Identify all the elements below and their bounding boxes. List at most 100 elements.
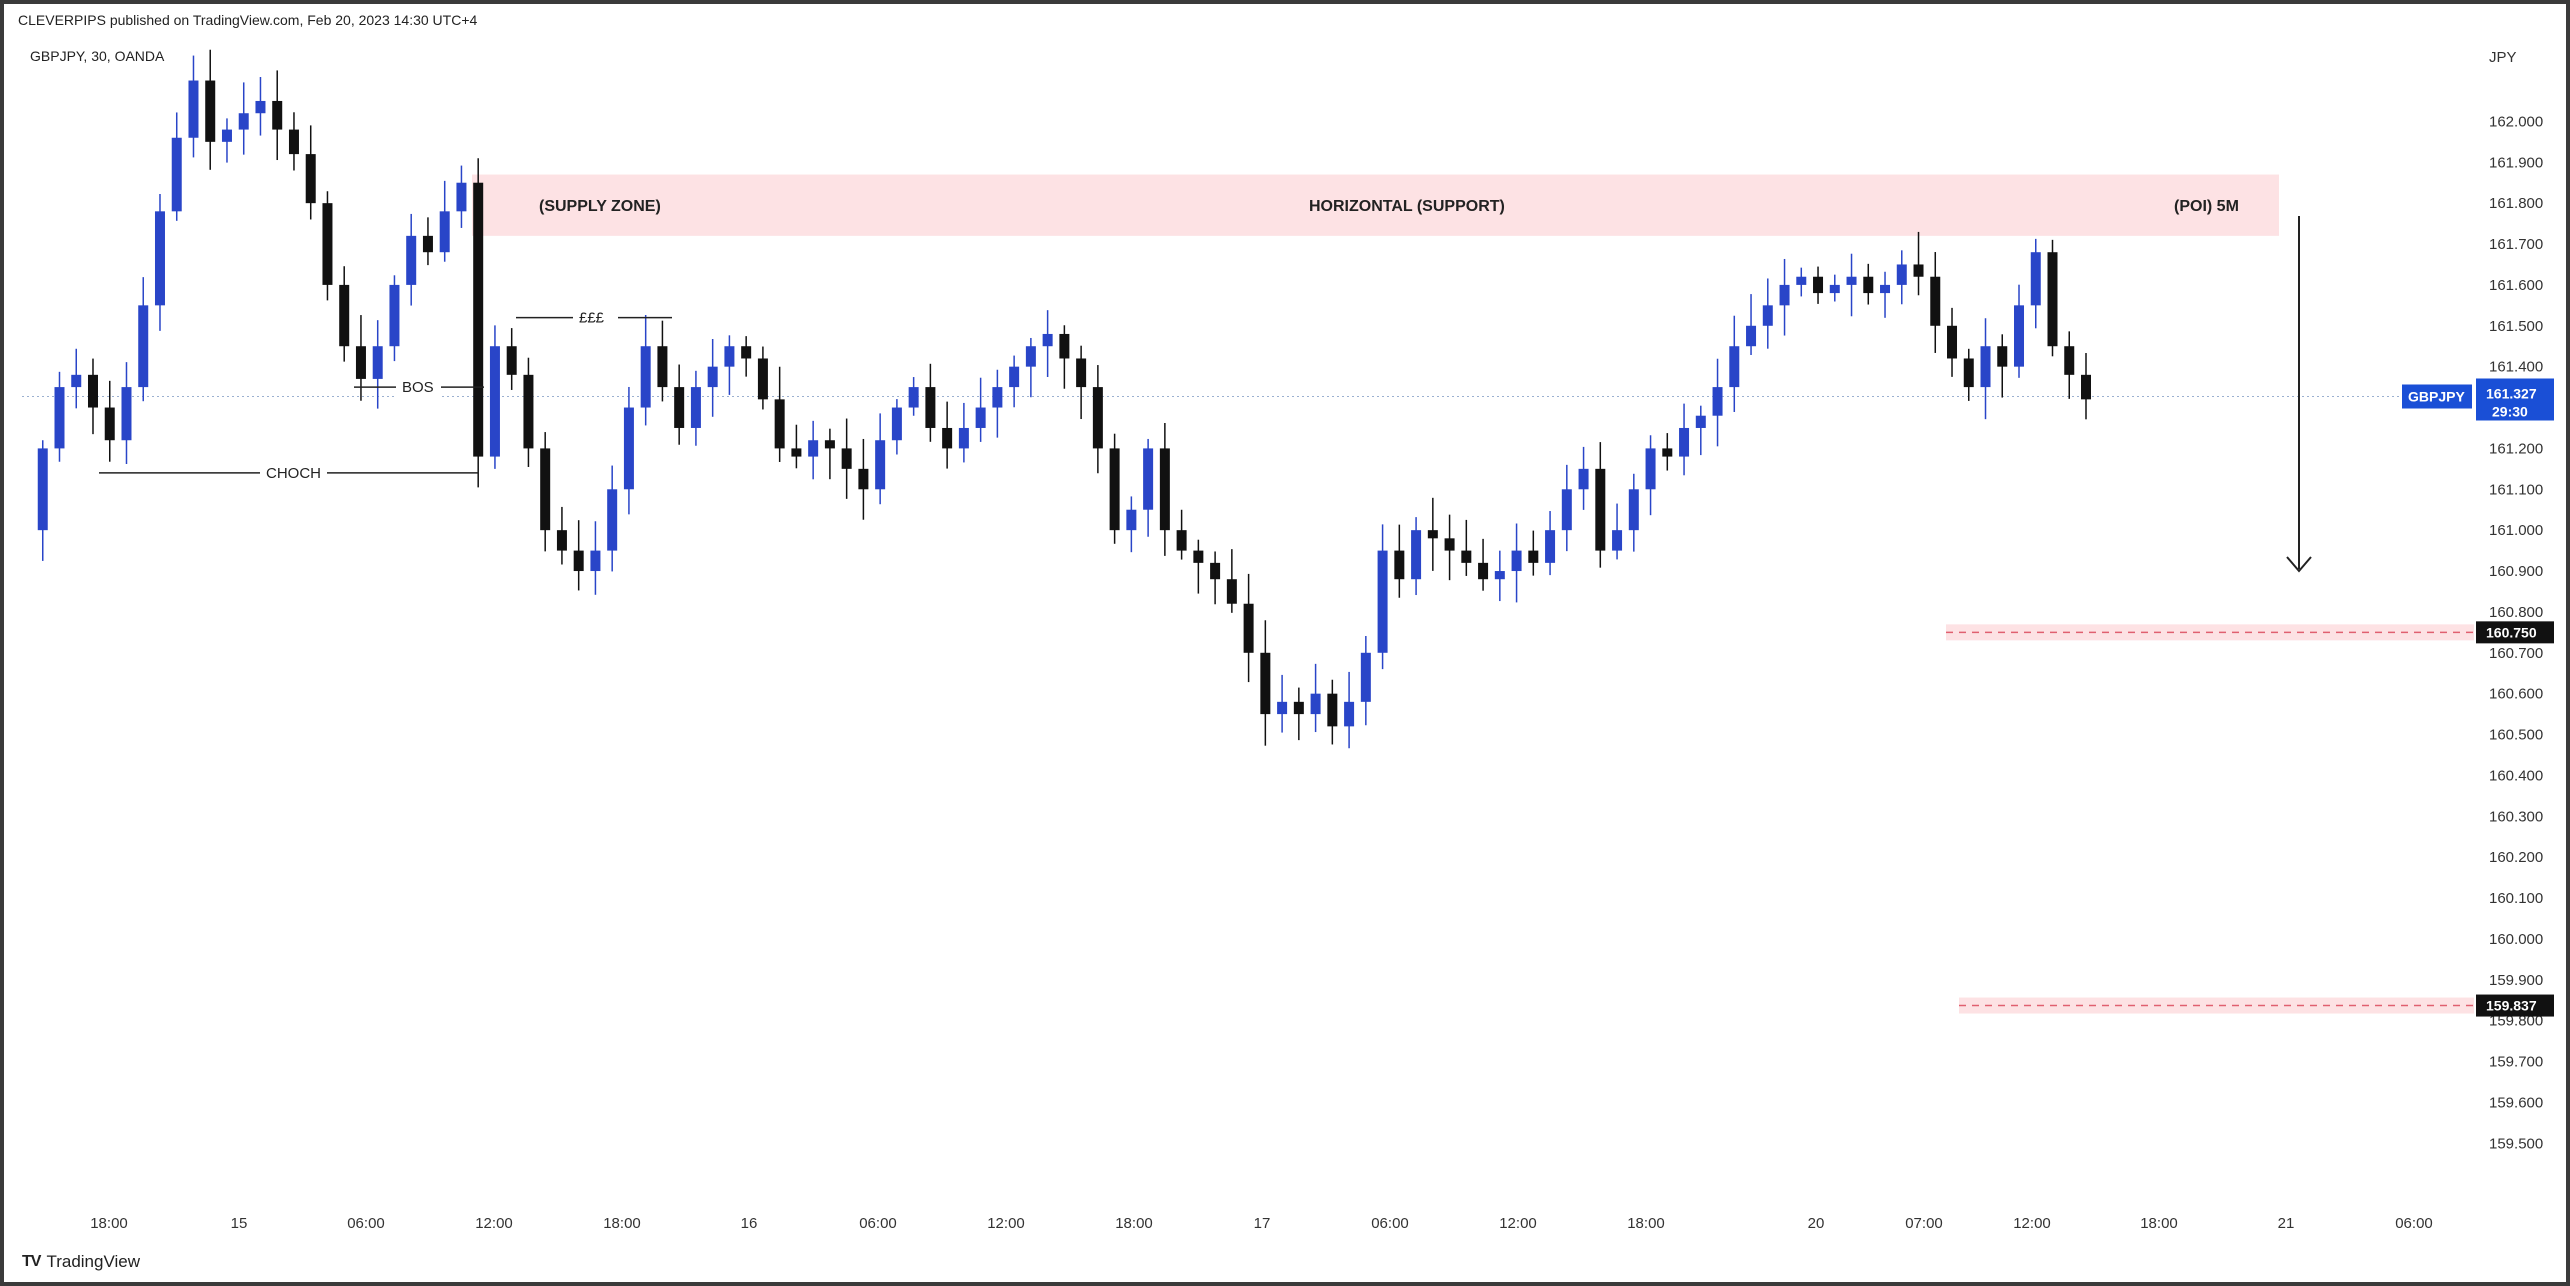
candle-body xyxy=(674,387,685,428)
candle-body xyxy=(1193,550,1204,563)
candle-body xyxy=(707,366,718,388)
candle-layer xyxy=(37,49,2091,749)
candle-body xyxy=(908,387,919,408)
candle xyxy=(1746,294,1757,356)
y-tick-label: 160.400 xyxy=(2489,767,2543,784)
candle-body xyxy=(1344,701,1355,727)
candle xyxy=(757,346,768,410)
candle xyxy=(1226,549,1237,613)
candle-body xyxy=(339,284,350,347)
candle xyxy=(1042,310,1053,378)
y-tick-label: 159.500 xyxy=(2489,1135,2543,1152)
candle xyxy=(422,217,433,266)
x-tick-label: 18:00 xyxy=(1627,1215,1665,1232)
candle-body xyxy=(1226,579,1237,604)
candle-body xyxy=(992,387,1003,408)
candle-body xyxy=(171,137,182,212)
tradingview-footer[interactable]: TV TradingView xyxy=(22,1252,140,1272)
candle-body xyxy=(808,440,819,457)
candle-body xyxy=(1846,276,1857,285)
candle-body xyxy=(1679,427,1690,457)
candle xyxy=(1628,473,1639,552)
candle-body xyxy=(54,387,65,449)
candle-body xyxy=(1695,415,1706,428)
candle-body xyxy=(1293,701,1304,715)
candle xyxy=(272,70,283,161)
candle xyxy=(958,402,969,463)
candle xyxy=(54,371,65,462)
candle-body xyxy=(2014,305,2025,367)
candle-body xyxy=(1092,387,1103,449)
candle xyxy=(2014,284,2025,378)
candle xyxy=(824,428,835,480)
y-tick-label: 160.700 xyxy=(2489,645,2543,662)
candle-body xyxy=(1813,276,1824,294)
candle xyxy=(205,49,216,170)
y-tick-label: 161.700 xyxy=(2489,236,2543,253)
candle-body xyxy=(154,211,165,306)
candle xyxy=(2047,239,2058,357)
candle-body xyxy=(372,346,383,379)
candle-body xyxy=(1277,701,1288,715)
candle-body xyxy=(942,427,953,449)
y-tick-label: 161.400 xyxy=(2489,359,2543,376)
x-tick-label: 16 xyxy=(741,1215,758,1232)
candle-body xyxy=(473,182,484,457)
candle xyxy=(2064,331,2075,399)
candle xyxy=(774,366,785,462)
candle xyxy=(355,315,366,401)
candle-body xyxy=(272,100,283,130)
candle-body xyxy=(406,235,417,285)
x-tick-label: 06:00 xyxy=(347,1215,385,1232)
candle-body xyxy=(1444,538,1455,551)
candle-body xyxy=(1930,276,1941,326)
candle-body xyxy=(2064,346,2075,375)
candle-body xyxy=(121,387,132,441)
candle-body xyxy=(1025,346,1036,367)
candle xyxy=(1143,438,1154,537)
candle xyxy=(1126,496,1137,553)
candle xyxy=(640,315,651,426)
candle xyxy=(1243,573,1254,683)
candle xyxy=(1947,307,1958,377)
y-tick-label: 160.200 xyxy=(2489,849,2543,866)
x-tick-label: 20 xyxy=(1808,1215,1825,1232)
candle-body xyxy=(1478,562,1489,580)
candle xyxy=(1880,271,1891,318)
candle xyxy=(1009,355,1020,408)
candle xyxy=(607,465,618,572)
candle xyxy=(1511,523,1522,603)
countdown-label: 29:30 xyxy=(2492,403,2528,419)
candle xyxy=(1176,509,1187,560)
y-tick-label: 160.800 xyxy=(2489,604,2543,621)
candle-body xyxy=(1880,284,1891,294)
candle-body xyxy=(774,399,785,449)
candle xyxy=(1193,539,1204,594)
candle-body xyxy=(975,407,986,428)
candle xyxy=(87,358,98,435)
candle xyxy=(1109,433,1120,544)
candle xyxy=(1662,433,1673,471)
price-chart[interactable]: (SUPPLY ZONE) HORIZONTAL (SUPPORT) (POI) 5… xyxy=(4,4,2566,1282)
y-tick-label: 160.100 xyxy=(2489,890,2543,907)
candle xyxy=(121,362,132,465)
x-tick-label: 12:00 xyxy=(475,1215,513,1232)
candle xyxy=(1980,318,1991,420)
candle-body xyxy=(1528,550,1539,563)
candle-body xyxy=(1009,366,1020,388)
candle-body xyxy=(1863,276,1874,294)
candle xyxy=(992,369,1003,438)
candle-body xyxy=(540,448,551,531)
candle-body xyxy=(1260,652,1271,715)
candle-body xyxy=(1762,305,1773,326)
candle-body xyxy=(841,448,852,469)
candle-body xyxy=(1377,550,1388,653)
candle xyxy=(238,82,249,155)
candle xyxy=(1963,348,1974,401)
candle xyxy=(858,438,869,520)
candle xyxy=(406,213,417,306)
candle-body xyxy=(1595,468,1606,551)
candle xyxy=(1494,550,1505,602)
candle-body xyxy=(1628,489,1639,531)
candle xyxy=(1779,258,1790,336)
